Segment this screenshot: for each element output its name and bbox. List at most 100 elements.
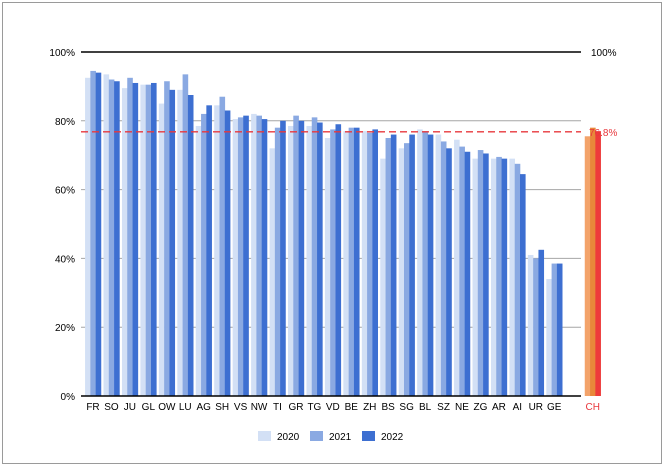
bar-ju-2020: [121, 88, 128, 397]
bar-zg-2022: [483, 153, 489, 396]
x-tick-label: SH: [215, 402, 229, 413]
bar-ai-2020: [509, 158, 515, 396]
bar-sg-2020: [398, 148, 405, 396]
bar-vd-2022: [335, 124, 342, 397]
x-tick-label: JU: [124, 402, 136, 413]
bar-bl-2020: [417, 129, 423, 396]
x-tick-label: ZG: [474, 402, 488, 413]
x-tick-label: ZH: [363, 402, 376, 413]
bar-ge-2020: [546, 279, 552, 396]
x-tick-label: NE: [455, 402, 469, 413]
x-tick-label: AG: [196, 402, 211, 413]
bar-tg-2021: [311, 117, 318, 397]
bar-gl-2020: [140, 84, 146, 397]
bar-ag-2021: [201, 113, 207, 397]
bar-ag-2020: [195, 125, 202, 397]
x-tick-label: NW: [251, 402, 268, 413]
bar-lu-2021: [182, 74, 189, 397]
bar-ag-2022: [206, 105, 212, 396]
bar-zh-2021: [367, 132, 373, 396]
x-tick-label: VD: [326, 402, 340, 413]
y-tick-label: 80%: [55, 117, 75, 128]
bar-bl-2021: [422, 131, 429, 396]
x-tick-label: VS: [234, 402, 248, 413]
bar-ti-2022: [280, 120, 286, 397]
bar-sg-2022: [409, 134, 415, 396]
legend-label-2022: 2022: [381, 432, 404, 443]
bar-ar-2022: [501, 158, 508, 396]
bar-nw-2021: [256, 115, 262, 396]
bar-so-2021: [108, 79, 115, 397]
bar-ju-2022: [132, 82, 139, 397]
bar-ch-2022: [595, 131, 601, 396]
bar-vd-2020: [324, 138, 331, 396]
bar-bs-2020: [380, 158, 386, 396]
bar-zg-2021: [477, 150, 484, 396]
bar-be-2020: [343, 131, 349, 396]
right-axis-label: 100%: [591, 48, 617, 59]
x-tick-label: AR: [492, 402, 506, 413]
x-tick-label: SG: [399, 402, 414, 413]
y-tick-label: 60%: [55, 186, 75, 197]
x-tick-label: SO: [104, 402, 119, 413]
y-tick-label: 40%: [55, 254, 75, 265]
bar-sz-2022: [446, 148, 452, 396]
bar-sh-2021: [219, 96, 226, 396]
bar-ur-2022: [538, 249, 545, 396]
bar-zg-2020: [472, 158, 479, 396]
bar-sh-2020: [214, 105, 220, 396]
bar-ti-2021: [274, 127, 281, 397]
bar-ju-2021: [127, 77, 133, 397]
bar-ti-2020: [269, 148, 276, 396]
bar-fr-2022: [95, 72, 102, 396]
bar-nw-2020: [251, 113, 257, 397]
bar-vs-2022: [243, 115, 249, 396]
bar-sh-2022: [224, 110, 231, 396]
bar-ow-2022: [169, 89, 176, 396]
y-tick-label: 100%: [49, 48, 75, 59]
bar-ge-2021: [551, 263, 558, 396]
x-tick-label: OW: [158, 402, 176, 413]
legend-label-2020: 2020: [277, 432, 300, 443]
bar-be-2022: [353, 127, 360, 397]
x-tick-label: GR: [288, 402, 303, 413]
x-tick-label: BE: [345, 402, 359, 413]
bar-be-2021: [348, 127, 355, 397]
bar-lu-2020: [177, 89, 183, 396]
bar-ch-2021: [590, 127, 596, 397]
bar-ne-2020: [454, 139, 460, 396]
x-tick-label: BS: [382, 402, 396, 413]
x-tick-label: FR: [86, 402, 99, 413]
bar-ur-2020: [527, 254, 534, 396]
bar-gl-2021: [145, 84, 152, 397]
x-tick-label: UR: [529, 402, 543, 413]
x-tick-label: TG: [307, 402, 321, 413]
bar-gl-2022: [151, 82, 157, 397]
bar-vs-2021: [237, 117, 244, 397]
bar-tg-2022: [317, 122, 323, 397]
bar-ne-2021: [459, 146, 465, 396]
bar-zh-2020: [361, 131, 368, 396]
bar-bs-2021: [385, 138, 392, 396]
bar-ai-2021: [514, 163, 521, 396]
bar-ch-2020: [584, 136, 591, 396]
bar-vs-2020: [232, 119, 239, 396]
x-tick-label: LU: [179, 402, 192, 413]
bar-sg-2021: [404, 143, 410, 396]
legend-swatch-2020: [258, 431, 271, 441]
legend-swatch-2022: [362, 431, 375, 441]
reference-line-label: 76.8%: [589, 128, 617, 139]
x-tick-label: AI: [513, 402, 522, 413]
bar-sz-2020: [435, 134, 442, 396]
legend-swatch-2021: [310, 431, 323, 441]
bar-zh-2022: [372, 129, 378, 396]
bar-ar-2021: [496, 156, 502, 396]
x-tick-label: BL: [419, 402, 432, 413]
bar-gr-2021: [293, 115, 299, 396]
bar-ow-2020: [158, 103, 165, 396]
bar-so-2020: [103, 74, 110, 397]
x-tick-label: CH: [585, 402, 599, 413]
x-tick-label: GL: [142, 402, 156, 413]
x-tick-label: TI: [273, 402, 282, 413]
